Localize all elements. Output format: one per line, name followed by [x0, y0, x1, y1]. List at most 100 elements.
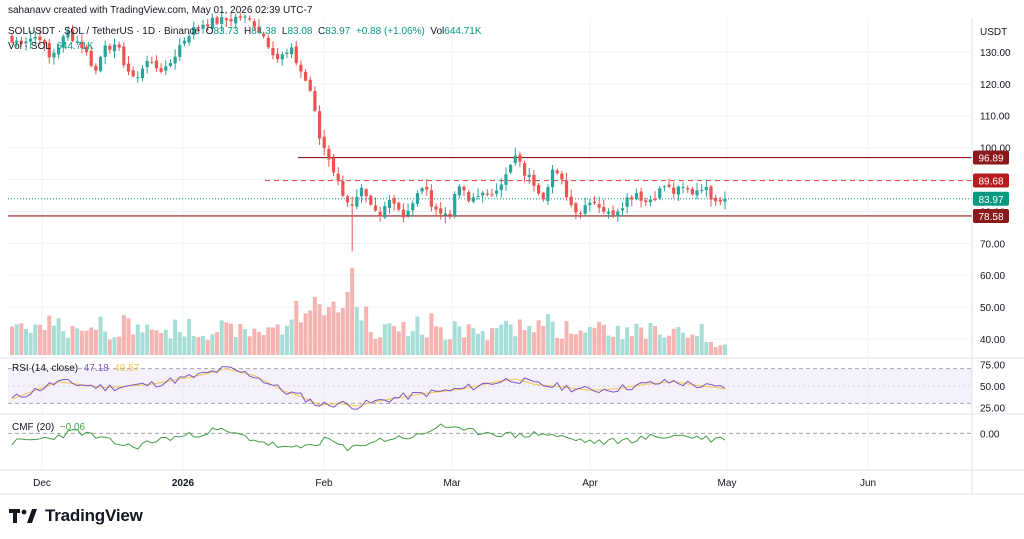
volume-bar — [196, 337, 201, 355]
candle-body — [611, 210, 615, 215]
volume-bar — [429, 313, 434, 355]
candle-body — [481, 192, 485, 196]
volume-bar — [681, 332, 686, 355]
volume-bar — [121, 315, 126, 355]
volume-bar — [201, 335, 206, 355]
candle-body — [341, 180, 345, 196]
volume-bar — [643, 338, 648, 355]
volume-bar — [466, 324, 471, 355]
volume-bar — [243, 329, 247, 355]
y-tick-label: 100.00 — [980, 144, 1011, 155]
volume-bar — [690, 334, 695, 355]
candle-body — [439, 208, 443, 214]
volume-bar — [615, 325, 620, 355]
candle-body — [569, 196, 573, 206]
volume-bar — [587, 326, 592, 355]
volume-bar — [317, 304, 322, 355]
cmf-pane[interactable] — [8, 423, 972, 452]
x-tick-label: Dec — [33, 478, 51, 489]
candle-body — [145, 60, 149, 68]
volume-bar — [19, 323, 24, 355]
candle-body — [523, 163, 527, 176]
volume-bar — [103, 331, 108, 355]
vol-label: Vol — [430, 26, 445, 37]
rsi-tick-label: 75.00 — [980, 360, 1005, 371]
candle-body — [420, 188, 424, 192]
candle-body — [425, 186, 429, 190]
volume-bar — [480, 331, 485, 355]
volume-bar — [252, 328, 257, 355]
rsi-label[interactable]: RSI (14, close) — [12, 363, 79, 374]
candle-body — [322, 136, 326, 149]
candle-body — [457, 186, 461, 196]
candle-body — [336, 173, 340, 181]
candle-body — [397, 202, 401, 210]
candle-body — [196, 27, 200, 29]
candlesticks[interactable] — [10, 11, 727, 252]
candle-body — [303, 72, 308, 81]
candle-body — [578, 212, 583, 214]
candle-body — [122, 46, 126, 66]
volume-bar — [168, 338, 173, 355]
candle-body — [583, 205, 587, 214]
axes: Dec 2026 Feb Mar Apr May Jun 40.00 50.00 60.00 70.… — [0, 18, 1024, 495]
volume-indicator-value: 644.71K — [56, 41, 94, 52]
volume-bar — [163, 329, 168, 355]
close-value: 83.97 — [325, 26, 351, 37]
volume-bar — [625, 327, 630, 355]
volume-bar — [326, 307, 331, 355]
volume-bar — [569, 333, 574, 355]
candle-body — [387, 200, 392, 208]
volume-bar — [597, 321, 602, 355]
candle-body — [443, 213, 447, 216]
candle-body — [126, 63, 131, 72]
candle-body — [392, 198, 396, 204]
volume-bar — [149, 329, 154, 355]
volume-bar — [331, 301, 336, 355]
symbol-label[interactable]: SOLUSDT · SOL / TetherUS · 1D · Binance — [8, 26, 201, 37]
x-tick-label: Feb — [315, 478, 333, 489]
candle-body — [541, 192, 545, 200]
rsi-value: 47.18 — [83, 363, 109, 374]
volume-bar — [671, 328, 676, 355]
candle-body — [224, 18, 228, 21]
volume-bar — [410, 331, 415, 355]
volume-bar — [56, 318, 61, 355]
price-level-label: 78.58 — [978, 212, 1003, 223]
rsi-pane[interactable] — [8, 366, 972, 410]
volume-bar — [718, 345, 723, 355]
candle-body — [630, 197, 634, 200]
price-level-tag — [973, 208, 1009, 223]
volume-indicator-label[interactable]: Vol · SOL — [8, 41, 51, 52]
candle-body — [317, 111, 322, 139]
candle-body — [471, 197, 475, 202]
volume-bar — [527, 325, 532, 355]
candle-body — [709, 186, 713, 200]
volume-bar — [14, 324, 19, 355]
volume-bar — [489, 328, 494, 355]
candle-body — [592, 201, 597, 204]
candle-body — [154, 60, 159, 69]
candle-body — [280, 54, 284, 60]
candle-body — [285, 52, 289, 54]
volume-bar — [84, 330, 89, 355]
volume-bar — [51, 325, 56, 355]
rsi-ma-line — [11, 368, 726, 407]
candle-body — [257, 26, 261, 33]
candle-body — [485, 193, 489, 195]
volume-bar — [359, 320, 364, 355]
cmf-label[interactable]: CMF (20) — [12, 422, 55, 433]
volume-bar — [117, 336, 122, 355]
volume-bar — [378, 337, 383, 355]
volume-bar — [256, 331, 261, 355]
candle-body — [373, 205, 378, 211]
candle-body — [61, 36, 65, 47]
candle-body — [43, 40, 47, 44]
candle-body — [644, 200, 648, 203]
volume-bar — [10, 326, 14, 355]
candle-body — [173, 56, 177, 64]
volume-bar — [224, 322, 229, 355]
cmf-value: −0.06 — [59, 422, 86, 433]
candle-body — [290, 47, 294, 55]
